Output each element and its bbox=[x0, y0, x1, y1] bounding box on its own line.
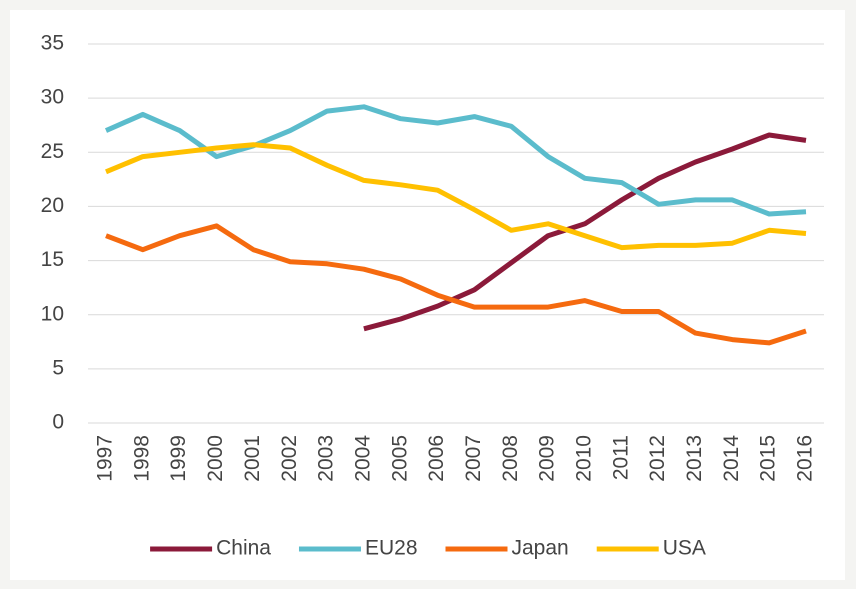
y-tick-label: 35 bbox=[41, 32, 64, 55]
x-tick-label: 2004 bbox=[351, 435, 374, 482]
x-tick-label: 2008 bbox=[499, 435, 522, 482]
y-tick-label: 0 bbox=[52, 411, 64, 434]
series-line bbox=[363, 132, 807, 332]
y-tick-label: 15 bbox=[41, 248, 64, 271]
y-tick-label: 10 bbox=[41, 302, 64, 325]
x-tick-label: 2002 bbox=[278, 435, 301, 482]
x-tick-label: 1998 bbox=[130, 435, 153, 482]
x-tick-label: 1999 bbox=[167, 435, 190, 482]
x-tick-label: 2011 bbox=[609, 435, 632, 480]
y-tick-label: 25 bbox=[41, 140, 64, 163]
series-line bbox=[104, 104, 807, 217]
x-tick-label: 1997 bbox=[94, 435, 117, 482]
x-tick-label: 2007 bbox=[462, 435, 485, 482]
x-tick-label: 2006 bbox=[425, 435, 448, 482]
x-tick-label: 2014 bbox=[720, 435, 743, 482]
chart-panel bbox=[10, 10, 845, 580]
x-tick-label: 2015 bbox=[757, 435, 780, 482]
x-tick-label: 2003 bbox=[315, 435, 338, 482]
x-tick-label: 2012 bbox=[646, 435, 669, 482]
x-tick-label: 2009 bbox=[536, 435, 559, 482]
x-tick-label: 2016 bbox=[794, 435, 817, 482]
x-tick-label: 2010 bbox=[572, 435, 595, 482]
legend-label: EU28 bbox=[365, 537, 418, 560]
legend-label: China bbox=[216, 537, 271, 560]
x-tick-label: 2001 bbox=[241, 435, 264, 482]
y-tick-label: 30 bbox=[41, 86, 64, 109]
legend-label: USA bbox=[663, 537, 706, 560]
series-line bbox=[105, 142, 807, 251]
x-tick-label: 2005 bbox=[388, 435, 411, 482]
y-tick-label: 5 bbox=[52, 356, 64, 379]
legend-label: Japan bbox=[512, 537, 569, 560]
series-line bbox=[105, 223, 807, 346]
x-tick-label: 2013 bbox=[683, 435, 706, 482]
x-tick-label: 2000 bbox=[204, 435, 227, 482]
y-tick-label: 20 bbox=[41, 194, 64, 217]
